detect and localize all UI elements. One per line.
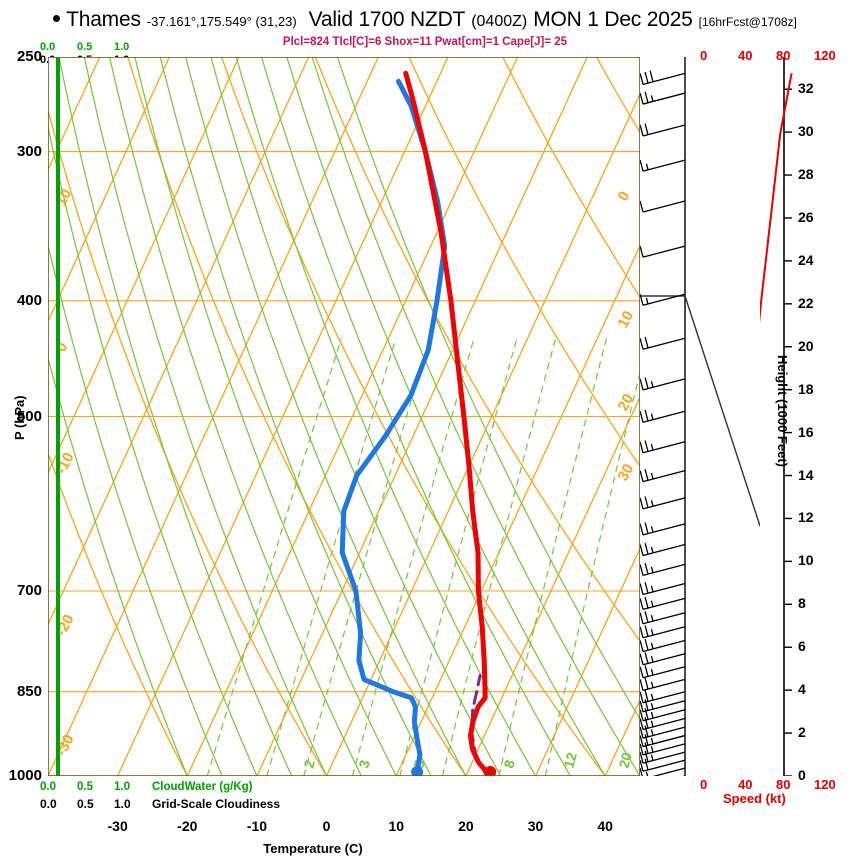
speed-top-tick-120: 120 xyxy=(814,48,836,63)
height-tick-24: 24 xyxy=(798,251,814,268)
pressure-tick-700: 700 xyxy=(16,582,42,599)
svg-text:20: 20 xyxy=(615,391,638,414)
station-marker-dot xyxy=(53,15,61,22)
svg-text:2: 2 xyxy=(300,758,318,770)
speed-top-tick-80: 80 xyxy=(776,48,791,63)
svg-text:30: 30 xyxy=(615,461,638,484)
height-tick-14: 14 xyxy=(798,466,814,483)
height-tick-22: 22 xyxy=(798,294,814,311)
temperature-tick--10: -10 xyxy=(246,818,268,834)
pressure-tick-400: 400 xyxy=(16,291,42,309)
forecast-hour: [16hrFcst@1708z] xyxy=(698,15,797,29)
station-name: Thames xyxy=(66,8,141,31)
temperature-tick--20: -20 xyxy=(177,818,198,834)
height-tick-32: 32 xyxy=(798,80,814,97)
height-speed-panel xyxy=(714,57,850,777)
speed-axis-title: Speed (kt) xyxy=(723,791,786,806)
cloudwater-top-tick-2: 1.0 xyxy=(114,41,130,53)
wind-barb-svg xyxy=(639,57,761,788)
cloudiness-bot-tick-1: 0.5 xyxy=(77,797,94,811)
pressure-tick-250: 250 xyxy=(16,48,42,65)
height-tick-28: 28 xyxy=(798,166,814,183)
temperature-tick-40: 40 xyxy=(597,818,613,834)
cloudwater-top-tick-1: 0.5 xyxy=(77,41,93,53)
cloudwater-bot-tick-1: 0.5 xyxy=(77,781,93,793)
height-tick-12: 12 xyxy=(798,509,814,526)
svg-text:10: 10 xyxy=(615,308,638,331)
height-tick-10: 10 xyxy=(798,552,814,569)
height-tick-8: 8 xyxy=(798,595,806,612)
speed-top-tick-0: 0 xyxy=(700,48,708,63)
temperature-tick-30: 30 xyxy=(527,818,544,834)
speed-bottom-tick-0: 0 xyxy=(700,777,708,792)
cloudwater-legend-label: CloudWater (g/Kg) xyxy=(152,781,253,793)
chart-header: Thames -37.161°,175.549° (31,23) Valid 1… xyxy=(0,8,850,34)
cloudiness-legend-label: Grid-Scale Cloudiness xyxy=(152,797,281,811)
height-tick-30: 30 xyxy=(798,123,814,140)
temperature-tick-10: 10 xyxy=(388,818,405,834)
height-axis-svg xyxy=(714,57,850,777)
pressure-tick-1000: 1000 xyxy=(8,767,42,784)
valid-time-zulu: (0400Z) xyxy=(471,13,528,30)
temperature-tick-0: 0 xyxy=(322,818,331,834)
height-tick-26: 26 xyxy=(798,208,814,225)
pressure-axis-title: P (hPa) xyxy=(12,395,27,440)
height-tick-4: 4 xyxy=(798,681,806,698)
cloudiness-bot-tick-0: 0.0 xyxy=(40,797,57,811)
height-tick-18: 18 xyxy=(798,380,814,397)
height-tick-0: 0 xyxy=(798,767,806,783)
height-tick-20: 20 xyxy=(798,337,814,354)
speed-bottom-tick-80: 80 xyxy=(776,777,791,792)
speed-bottom-tick-120: 120 xyxy=(814,777,836,792)
pressure-tick-850: 850 xyxy=(16,682,42,700)
valid-date: MON 1 Dec 2025 xyxy=(533,8,693,31)
temperature-axis-title: Temperature (C) xyxy=(263,841,363,856)
height-axis-title: Height (1000 Feet) xyxy=(775,355,790,467)
speed-bottom-tick-40: 40 xyxy=(738,777,753,792)
svg-text:3: 3 xyxy=(355,758,373,770)
skewt-plot[interactable]: 10 0 -10 -20 -30 0 10 20 30 2 3 5 8 12 20 xyxy=(48,57,640,776)
pressure-tick-500: 500 xyxy=(16,407,42,425)
cloudiness-bot-tick-2: 1.0 xyxy=(114,797,131,811)
svg-text:12: 12 xyxy=(560,750,580,769)
station-coords: -37.161°,175.549° (31,23) xyxy=(146,14,297,29)
height-tick-2: 2 xyxy=(798,724,806,741)
sounding-parameters: Plcl=824 Tlcl[C]=6 Shox=11 Pwat[cm]=1 Ca… xyxy=(282,36,568,48)
temperature-tick--30: -30 xyxy=(107,818,128,834)
height-tick-6: 6 xyxy=(798,638,806,655)
cloudwater-top-tick-0: 0.0 xyxy=(40,41,56,53)
pressure-tick-300: 300 xyxy=(16,142,42,160)
height-tick-16: 16 xyxy=(798,423,814,440)
svg-text:20: 20 xyxy=(615,750,635,769)
cloudwater-bot-tick-2: 1.0 xyxy=(114,781,130,793)
cloudwater-bot-tick-0: 0.0 xyxy=(40,781,56,793)
svg-text:8: 8 xyxy=(500,758,518,770)
wind-barb-panel xyxy=(639,57,761,788)
temperature-tick-20: 20 xyxy=(458,818,474,834)
speed-top-tick-40: 40 xyxy=(738,48,753,63)
valid-time: Valid 1700 NZDT xyxy=(308,8,466,31)
